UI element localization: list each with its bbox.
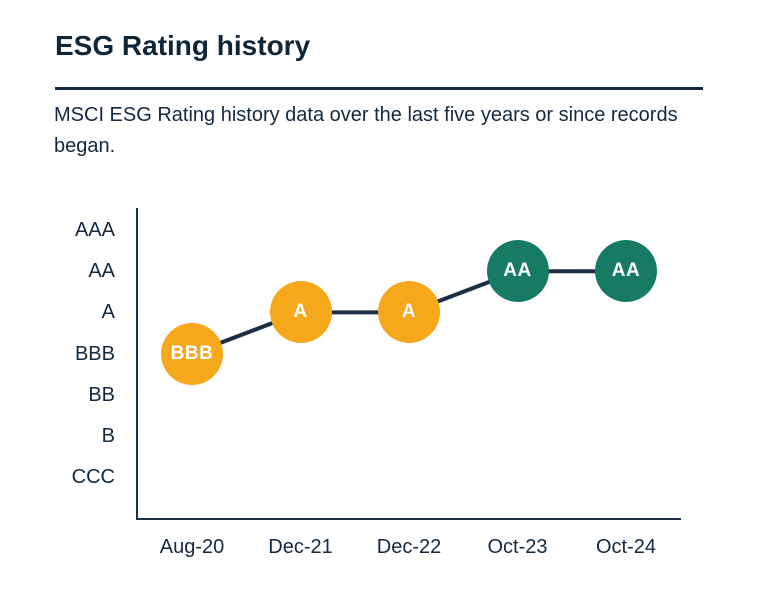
title-divider	[55, 87, 703, 90]
y-axis-label-bb: BB	[88, 383, 115, 406]
rating-history-chart: AAA AA A BBB BB B CCC Aug-20 Dec-21 Dec-22 Oct-23 O…	[72, 208, 681, 558]
rating-marker-oct-24: AA	[595, 240, 657, 303]
rating-marker-oct-23: AA	[486, 240, 549, 303]
rating-marker-aug-20: BBB	[161, 322, 223, 385]
y-axis-label-b: B	[101, 425, 115, 447]
y-axis-label-bbb: BBB	[74, 342, 115, 365]
y-axis-label-aa: AA	[88, 260, 115, 283]
x-axis-line	[136, 518, 681, 520]
y-axis-label-a: A	[101, 301, 115, 324]
x-axis-label-oct-24: Oct-24	[595, 536, 657, 558]
page-title: ESG Rating history	[55, 30, 311, 61]
x-axis-label-dec-22: Dec-22	[376, 536, 442, 558]
rating-marker-dec-22: A	[378, 281, 440, 344]
y-axis-line	[136, 208, 138, 520]
x-axis-label-dec-21: Dec-21	[268, 536, 333, 558]
x-axis-label-aug-20: Aug-20	[159, 536, 225, 558]
y-axis-label-ccc: CCC	[71, 466, 115, 489]
y-axis-label-aaa: AAA	[74, 219, 115, 241]
x-axis-label-oct-23: Oct-23	[487, 536, 548, 558]
rating-marker-dec-21: A	[269, 281, 332, 344]
chart-description: MSCI ESG Rating history data over the la…	[54, 104, 678, 157]
